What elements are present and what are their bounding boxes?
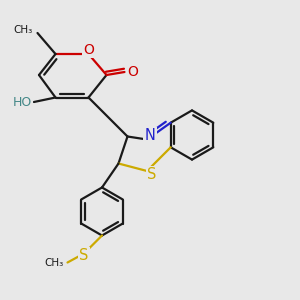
Text: O: O <box>83 43 94 57</box>
Text: O: O <box>127 65 138 79</box>
Text: S: S <box>147 167 157 182</box>
Text: S: S <box>79 248 89 263</box>
Text: CH₃: CH₃ <box>14 25 33 35</box>
Text: CH₃: CH₃ <box>45 257 64 268</box>
Text: HO: HO <box>13 95 32 109</box>
Text: N: N <box>145 128 155 143</box>
